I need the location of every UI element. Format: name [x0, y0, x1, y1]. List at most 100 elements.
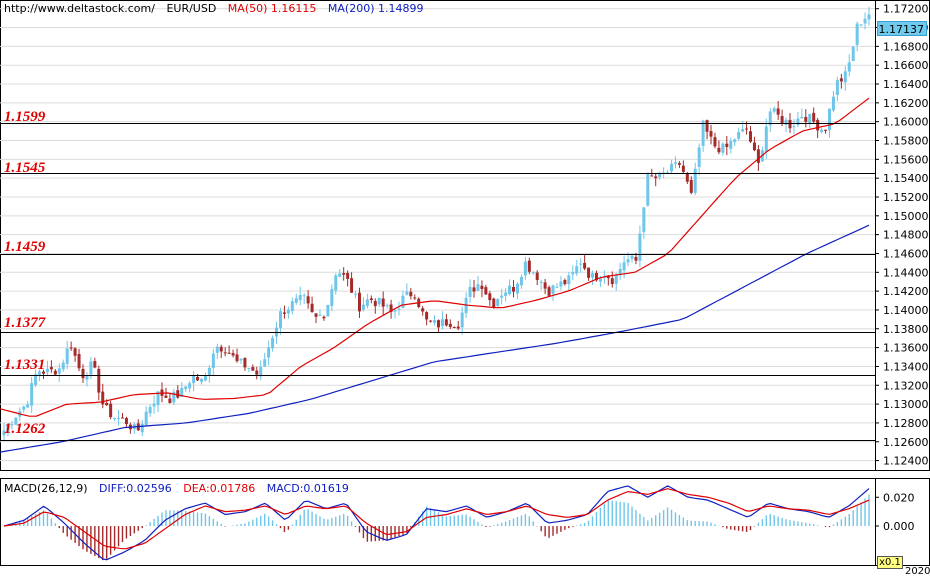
candle-body — [654, 176, 658, 179]
candle-body — [824, 129, 828, 131]
candle-body — [385, 305, 389, 307]
main-panel-frame — [0, 0, 930, 471]
candle-body — [575, 266, 579, 274]
candle-body — [812, 112, 816, 122]
y-tick-label: 1.15400 — [883, 172, 929, 185]
candle-body — [630, 255, 634, 259]
candle-body — [618, 268, 622, 276]
candle-body — [377, 297, 381, 305]
candle-body — [638, 233, 642, 261]
candle-body — [196, 376, 200, 381]
candle-body — [480, 285, 484, 289]
candle-body — [306, 296, 310, 304]
candle-body — [85, 375, 89, 380]
candle-body — [290, 301, 294, 312]
candle-body — [859, 24, 863, 26]
candle-body — [425, 312, 429, 320]
y-tick-label: 1.12600 — [883, 436, 929, 449]
y-tick-label: 1.13800 — [883, 323, 929, 336]
y-tick-label: 1.16200 — [883, 97, 929, 110]
candle-body — [709, 131, 713, 137]
candle-body — [180, 388, 184, 397]
candle-body — [583, 262, 587, 269]
candle-body — [681, 165, 685, 172]
candle-body — [820, 129, 824, 133]
y-tick-label: 1.15800 — [883, 135, 929, 148]
candle-body — [721, 143, 725, 153]
y-tick-label: 1.14600 — [883, 247, 929, 260]
candle-body — [120, 417, 124, 419]
candle-body — [456, 326, 460, 329]
candle-body — [156, 391, 160, 405]
candle-body — [235, 354, 239, 362]
candle-body — [148, 407, 152, 414]
y-tick-label: 1.15000 — [883, 210, 929, 223]
y-tick-label: 1.14400 — [883, 266, 929, 279]
candle-body — [448, 323, 452, 327]
candle-body — [389, 304, 393, 312]
candle-body — [227, 352, 231, 354]
candle-body — [330, 289, 334, 306]
candle-body — [346, 273, 350, 279]
candle-body — [571, 271, 575, 275]
candle-body — [642, 207, 646, 232]
y-tick-label: 1.15600 — [883, 153, 929, 166]
macd-dea-label: DEA:0.01786 — [183, 482, 256, 495]
candle-body — [251, 367, 255, 371]
candle-body — [733, 139, 737, 143]
candle-body — [851, 46, 855, 62]
candle-body — [278, 311, 282, 328]
candle-body — [81, 368, 85, 379]
y-tick-label: 1.13200 — [883, 379, 929, 392]
candle-body — [460, 312, 464, 328]
macd-diff-label: DIFF:0.02596 — [99, 482, 172, 495]
candle-body — [559, 281, 563, 287]
y-tick-label: 1.12800 — [883, 417, 929, 430]
candle-body — [539, 281, 543, 283]
candle-body — [14, 417, 18, 425]
candle-body — [259, 366, 263, 377]
candle-body — [49, 367, 53, 370]
candle-body — [354, 293, 358, 295]
zoom-button[interactable]: x0.1 — [877, 556, 903, 569]
candle-body — [626, 259, 630, 263]
candle-body — [713, 137, 717, 147]
candle-body — [547, 287, 551, 296]
candle-body — [263, 359, 267, 367]
candle-body — [725, 143, 729, 147]
candle-body — [105, 402, 109, 406]
candle-body — [598, 278, 602, 282]
candle-body — [247, 367, 251, 369]
candle-body — [361, 304, 365, 310]
candle-body — [508, 285, 512, 295]
candle-body — [792, 126, 796, 128]
candle-body — [527, 260, 531, 272]
candle-body — [286, 309, 290, 314]
candle-body — [77, 354, 81, 369]
candle-body — [594, 272, 598, 281]
candle-body — [243, 357, 247, 368]
year-label: 2020 — [905, 566, 930, 577]
candle-body — [563, 279, 567, 285]
candle-body — [488, 293, 492, 301]
candle-body — [567, 275, 571, 285]
candle-body — [741, 129, 745, 132]
candle-body — [338, 273, 342, 277]
candle-body — [41, 371, 45, 374]
candle-body — [535, 272, 539, 280]
candle-body — [365, 299, 369, 306]
candle-body — [334, 275, 338, 291]
y-tick-label: 1.16600 — [883, 59, 929, 72]
candle-body — [203, 375, 207, 381]
candle-body — [413, 297, 417, 299]
candle-body — [144, 411, 148, 426]
level-label: 1.1599 — [4, 109, 46, 125]
candle-body — [381, 298, 385, 307]
candle-body — [61, 362, 65, 370]
candle-body — [223, 352, 227, 354]
candle-body — [646, 173, 650, 206]
candle-body — [89, 361, 93, 375]
macd-diff-line — [3, 485, 870, 561]
site-url[interactable]: http://www.deltastock.com/ — [4, 2, 155, 15]
